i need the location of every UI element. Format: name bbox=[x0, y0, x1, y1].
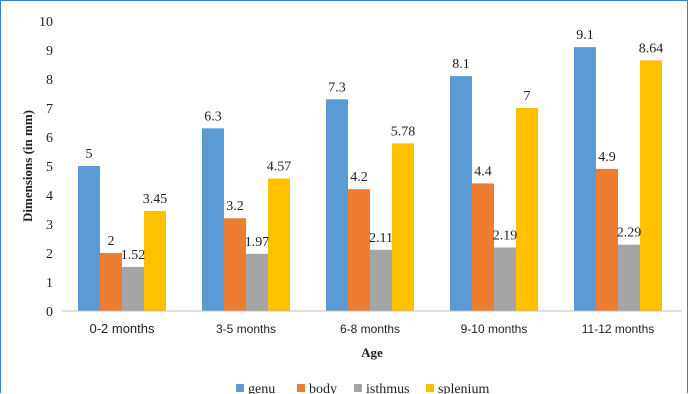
bars-layer bbox=[78, 47, 662, 312]
y-tick-label: 9 bbox=[46, 44, 53, 59]
bar-isthmus bbox=[122, 266, 144, 311]
bar-splenium bbox=[392, 143, 414, 311]
bar-splenium bbox=[144, 210, 166, 311]
x-axis-title: Age bbox=[361, 345, 383, 360]
x-axis-ticks: 0-2 months 3-5 months 6-8 months 9-10 month… bbox=[89, 321, 654, 336]
legend: genu body isthmus splenium bbox=[236, 382, 489, 394]
legend-label-body: body bbox=[309, 382, 337, 394]
data-label-body: 4.9 bbox=[598, 150, 616, 165]
data-labels-layer: 5 2 1.52 3.45 6.3 3.2 1.97 4.57 7.3 4.2 2.11 5.78 8.… bbox=[86, 28, 664, 263]
data-label-splenium: 7 bbox=[524, 89, 531, 104]
y-tick-label: 10 bbox=[39, 15, 53, 30]
x-tick-label: 9-10 months bbox=[461, 322, 528, 336]
bar-body bbox=[472, 183, 494, 311]
y-tick-label: 8 bbox=[46, 73, 53, 88]
bar-genu bbox=[202, 128, 224, 311]
bar-body bbox=[348, 189, 370, 311]
legend-label-genu: genu bbox=[248, 382, 275, 394]
y-tick-label: 3 bbox=[46, 218, 53, 233]
data-label-splenium: 8.64 bbox=[639, 41, 664, 56]
bar-body bbox=[224, 218, 246, 311]
bar-isthmus bbox=[370, 249, 392, 311]
bar-isthmus bbox=[246, 253, 268, 311]
bar-splenium bbox=[268, 178, 290, 311]
bar-body bbox=[596, 168, 618, 311]
x-tick-label: 6-8 months bbox=[340, 322, 400, 336]
legend-swatch-genu bbox=[236, 384, 244, 392]
bar-splenium bbox=[516, 108, 538, 311]
x-tick-label: 3-5 months bbox=[216, 322, 276, 336]
legend-swatch-splenium bbox=[426, 384, 434, 392]
y-axis-ticks: 0 1 2 3 4 5 6 7 8 9 10 bbox=[39, 15, 53, 320]
y-tick-label: 6 bbox=[46, 131, 53, 146]
bar-isthmus bbox=[618, 244, 640, 311]
y-tick-label: 5 bbox=[46, 160, 53, 175]
legend-swatch-isthmus bbox=[354, 384, 362, 392]
data-label-isthmus: 2.19 bbox=[493, 229, 518, 244]
bar-genu bbox=[450, 76, 472, 311]
bar-genu bbox=[78, 166, 100, 311]
data-label-splenium: 5.78 bbox=[391, 124, 416, 139]
bar-isthmus bbox=[494, 247, 516, 311]
y-axis-title: Dimensions (in mm) bbox=[20, 110, 35, 222]
y-tick-label: 0 bbox=[46, 305, 53, 320]
data-label-splenium: 4.57 bbox=[267, 160, 292, 175]
data-label-isthmus: 2.29 bbox=[617, 226, 642, 241]
data-label-genu: 7.3 bbox=[328, 80, 346, 95]
legend-swatch-body bbox=[297, 384, 305, 392]
bar-body bbox=[100, 253, 122, 311]
legend-label-splenium: splenium bbox=[438, 382, 489, 394]
bar-splenium bbox=[640, 60, 662, 312]
y-tick-label: 1 bbox=[46, 276, 53, 291]
data-label-splenium: 3.45 bbox=[143, 192, 168, 207]
y-tick-label: 2 bbox=[46, 247, 53, 262]
data-label-isthmus: 1.97 bbox=[245, 235, 270, 250]
data-label-genu: 5 bbox=[86, 147, 93, 162]
data-label-genu: 8.1 bbox=[452, 57, 470, 72]
data-label-body: 3.2 bbox=[226, 199, 244, 214]
data-label-genu: 6.3 bbox=[204, 109, 222, 124]
data-label-genu: 9.1 bbox=[576, 28, 594, 43]
y-tick-label: 4 bbox=[46, 189, 53, 204]
x-tick-label: 0-2 months bbox=[89, 321, 155, 336]
y-tick-label: 7 bbox=[46, 102, 53, 117]
data-label-body: 4.4 bbox=[474, 164, 492, 179]
bar-genu bbox=[574, 47, 596, 311]
legend-label-isthmus: isthmus bbox=[366, 382, 410, 394]
data-label-body: 2 bbox=[108, 234, 115, 249]
data-label-isthmus: 2.11 bbox=[369, 231, 393, 246]
data-label-body: 4.2 bbox=[350, 170, 368, 185]
bar-genu bbox=[326, 99, 348, 311]
x-tick-label: 11-12 months bbox=[582, 322, 655, 336]
data-label-isthmus: 1.52 bbox=[121, 248, 146, 263]
